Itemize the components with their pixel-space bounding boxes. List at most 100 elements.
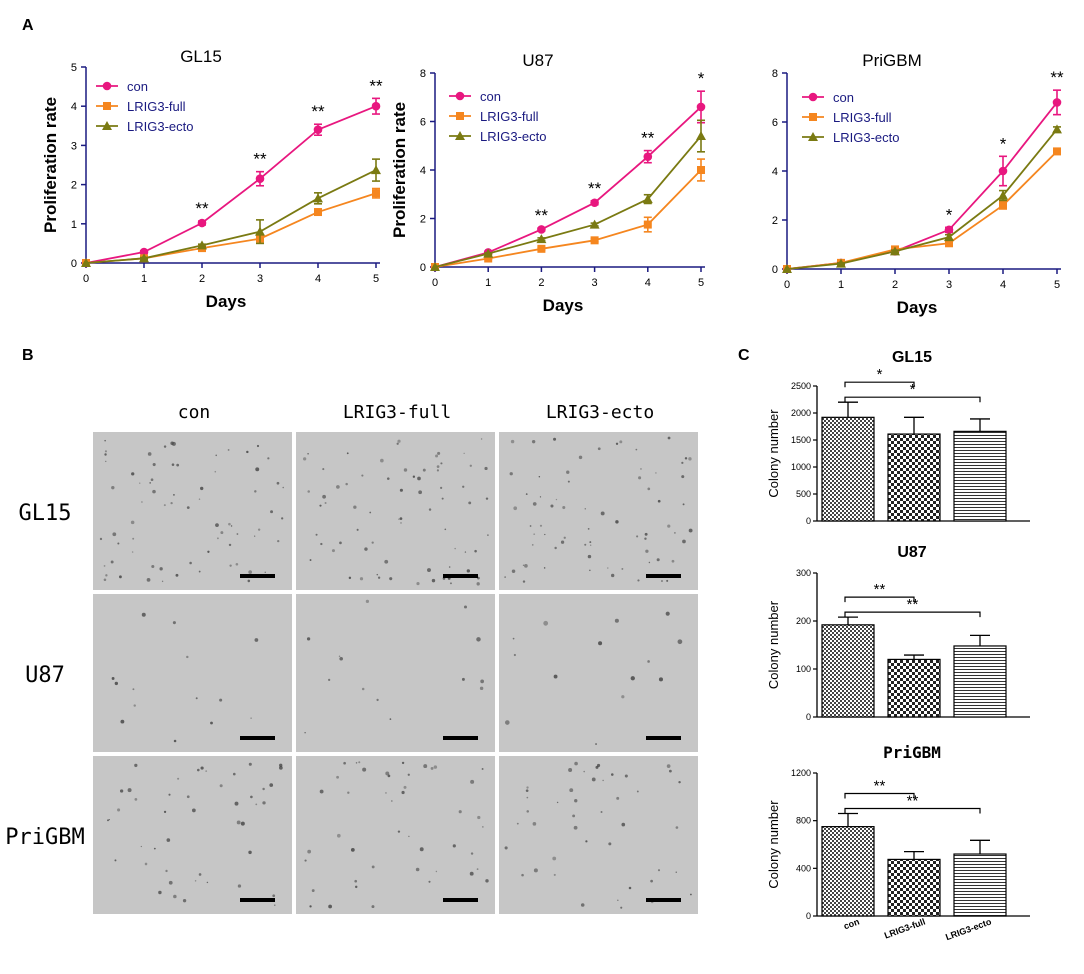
data-point xyxy=(313,193,323,203)
colony-dot xyxy=(403,785,407,789)
colony-dot xyxy=(153,847,156,850)
colony-dot xyxy=(555,498,558,501)
colony-dot xyxy=(602,779,604,782)
colony-dot xyxy=(681,475,685,479)
colony-dot xyxy=(384,559,389,564)
colony-dot xyxy=(159,567,163,571)
colony-dot xyxy=(112,532,117,537)
colony-dot xyxy=(172,621,176,625)
colony-dot xyxy=(666,764,671,768)
data-point xyxy=(944,232,954,242)
scale-bar xyxy=(443,574,478,578)
colony-dot xyxy=(198,570,201,573)
colony-dot xyxy=(418,490,423,495)
colony-dot xyxy=(389,718,392,720)
micrograph-1-1 xyxy=(296,594,495,752)
colony-dot xyxy=(511,569,516,573)
colony-dot xyxy=(615,520,619,524)
colony-dot xyxy=(359,577,364,581)
colony-dot xyxy=(215,454,218,457)
micrograph-0-0 xyxy=(93,432,292,590)
significance-mark: * xyxy=(877,366,883,383)
colony-dot xyxy=(371,905,375,909)
x-tick-label: 3 xyxy=(592,277,598,289)
data-point xyxy=(643,220,652,229)
colony-dot xyxy=(114,859,117,862)
series-line xyxy=(85,192,377,264)
colony-dot xyxy=(635,448,638,451)
colony-dot xyxy=(554,546,557,550)
data-point xyxy=(372,189,380,198)
colony-dot xyxy=(328,678,331,681)
colony-dot xyxy=(553,674,558,679)
y-tick-label: 300 xyxy=(796,568,811,578)
colony-dot xyxy=(262,801,266,805)
colony-dot xyxy=(637,579,640,582)
colony-dot xyxy=(234,801,239,806)
colony-dot xyxy=(543,620,549,626)
x-tick-label: 1 xyxy=(838,279,844,291)
legend-item-con: con xyxy=(449,89,501,104)
colony-dot xyxy=(362,767,367,772)
colony-dot xyxy=(103,578,107,582)
colony-dot xyxy=(219,698,223,702)
colony-dot xyxy=(513,653,516,657)
micrograph-image xyxy=(93,594,292,752)
data-point xyxy=(484,254,493,263)
colony-dot xyxy=(533,868,538,873)
colony-dot xyxy=(638,476,642,480)
significance-mark: ** xyxy=(311,102,325,121)
legend-label: con xyxy=(480,89,501,104)
data-point xyxy=(313,125,323,135)
colony-dot xyxy=(214,470,217,473)
colony-dot xyxy=(236,820,241,825)
colony-dot xyxy=(477,815,481,820)
series-LRIG3-full xyxy=(783,147,1061,273)
colony-dot xyxy=(401,790,405,795)
colony-dot xyxy=(232,772,236,776)
legend-marker xyxy=(808,132,818,141)
micrograph-0-1 xyxy=(296,432,495,590)
colony-dot xyxy=(235,562,239,566)
colony-dot xyxy=(331,549,335,553)
colony-dot xyxy=(529,525,532,527)
colony-dot xyxy=(163,445,167,448)
data-point xyxy=(590,198,599,208)
colony-dot xyxy=(240,821,245,826)
chart-title: U87 xyxy=(897,544,926,561)
colony-dot xyxy=(108,819,110,821)
colony-dot xyxy=(427,568,431,573)
colony-dot xyxy=(574,761,578,766)
colony-dot xyxy=(107,819,109,822)
colony-dot xyxy=(186,655,189,659)
colony-dot xyxy=(525,789,529,793)
colony-dot xyxy=(127,788,132,793)
chart-title: PriGBM xyxy=(883,743,941,762)
colony-dot xyxy=(454,547,456,550)
significance-bracket xyxy=(844,596,915,603)
bar-LRIG3-ecto xyxy=(953,853,1007,917)
legend-label: con xyxy=(833,90,854,105)
colony-dot xyxy=(624,774,628,778)
colony-dot xyxy=(487,534,489,536)
colony-dot xyxy=(521,873,524,877)
data-point xyxy=(697,166,705,174)
significance-mark: * xyxy=(910,381,916,398)
colony-dot xyxy=(647,660,650,663)
y-tick-label: 1000 xyxy=(791,462,811,472)
colony-dot xyxy=(165,869,168,873)
colony-dot xyxy=(469,871,474,876)
colony-dot xyxy=(132,537,135,540)
colony-dot xyxy=(176,463,180,467)
scale-bar xyxy=(646,898,681,902)
colony-dot xyxy=(553,437,557,441)
x-tick-label: LRIG3-full xyxy=(883,916,927,940)
colony-dot xyxy=(248,570,252,574)
colony-dot xyxy=(655,472,657,474)
y-axis-label: Proliferation rate xyxy=(41,97,60,233)
colony-dot xyxy=(217,537,219,540)
y-tick-label: 6 xyxy=(420,117,426,129)
colony-dot xyxy=(256,444,260,448)
colony-dot xyxy=(111,485,115,490)
